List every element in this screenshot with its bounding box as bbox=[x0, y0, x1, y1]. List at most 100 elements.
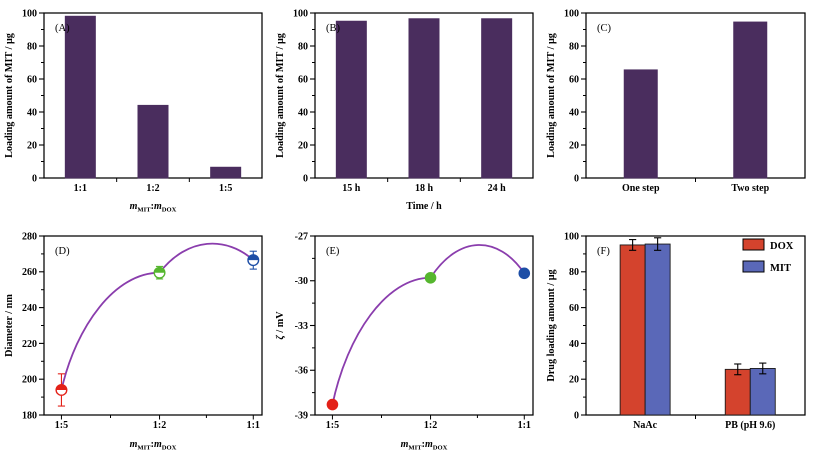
x-axis-label: Time / h bbox=[406, 201, 442, 212]
y-tick-label: 60 bbox=[569, 74, 579, 85]
legend-swatch-mit bbox=[742, 260, 765, 273]
bar-dox bbox=[619, 244, 646, 416]
x-tick-label: 1:1 bbox=[247, 420, 260, 431]
panel-a: 0 20 40 60 80 100 Loading amount of MIT / μg 1:… bbox=[0, 0, 271, 215]
data-point bbox=[55, 383, 68, 396]
x-tick-label: 24 h bbox=[488, 183, 507, 194]
x-tick-label: 1:5 bbox=[326, 420, 339, 431]
x-tick-label: 15 h bbox=[342, 183, 361, 194]
y-tick-label: 280 bbox=[22, 231, 37, 242]
y-tick-label: 80 bbox=[569, 41, 579, 52]
panel-f: 0 20 40 60 80 100 Drug loading amount / μg NaAc… bbox=[542, 215, 814, 453]
data-point bbox=[247, 254, 260, 267]
x-tick-label: 1:1 bbox=[518, 420, 531, 431]
y-tick-label: 80 bbox=[569, 267, 579, 278]
y-tick-label: 0 bbox=[32, 173, 37, 184]
y-tick-label: 80 bbox=[27, 41, 37, 52]
y-tick-label: 220 bbox=[22, 339, 37, 350]
panel-e: -39 -36 -33 -30 -27 ζ / mV 1:5 1:2 1:1 (E) mMIT:mD… bbox=[271, 215, 542, 453]
y-tick-label: 20 bbox=[27, 140, 37, 151]
plot-border bbox=[43, 235, 263, 416]
y-axis-label: Diameter / nm bbox=[4, 294, 15, 357]
error-bar bbox=[629, 239, 637, 251]
data-point bbox=[153, 266, 166, 279]
panel-tag: (A) bbox=[55, 23, 70, 34]
x-axis-label: mMIT:mDOX bbox=[130, 201, 177, 214]
y-tick-label: 80 bbox=[298, 41, 308, 52]
x-tick-label: 1:5 bbox=[55, 420, 68, 431]
y-axis-label: Loading amount of MIT / μg bbox=[4, 33, 15, 158]
y-tick-label: 240 bbox=[22, 303, 37, 314]
y-tick-label: 60 bbox=[298, 74, 308, 85]
panel-c-chart: 0 20 40 60 80 100 Loading amount of MIT / μg On… bbox=[546, 8, 806, 194]
y-axis-label: Loading amount of MIT / μg bbox=[546, 33, 557, 158]
panel-e-chart: -39 -36 -33 -30 -27 ζ / mV 1:5 1:2 1:1 (E) mMIT:mD… bbox=[275, 231, 534, 452]
y-tick-label: 100 bbox=[293, 8, 308, 19]
y-tick-label: 0 bbox=[574, 173, 579, 184]
error-bar bbox=[759, 362, 767, 375]
panel-tag: (E) bbox=[326, 246, 340, 257]
panel-d-chart: 180 200 220 240 260 280 Diameter / nm 1:5 1:2 1:1… bbox=[4, 231, 263, 452]
y-tick-label: -39 bbox=[295, 410, 308, 421]
panel-tag: (F) bbox=[597, 246, 610, 257]
bar bbox=[210, 166, 242, 179]
y-tick-label: -33 bbox=[295, 321, 308, 332]
panel-c: 0 20 40 60 80 100 Loading amount of MIT / μg On… bbox=[542, 0, 814, 215]
x-tick-label: 18 h bbox=[415, 183, 434, 194]
bar-mit bbox=[644, 243, 671, 416]
y-tick-label: -36 bbox=[295, 366, 308, 377]
y-tick-label: 20 bbox=[298, 140, 308, 151]
plot-border bbox=[314, 235, 534, 416]
legend-swatch-dox bbox=[742, 238, 765, 251]
data-point bbox=[424, 271, 437, 284]
error-bar bbox=[654, 237, 662, 251]
panel-tag: (B) bbox=[326, 23, 341, 34]
x-tick-label: Two step bbox=[731, 183, 769, 194]
y-tick-label: 60 bbox=[569, 303, 579, 314]
y-tick-label: 60 bbox=[27, 74, 37, 85]
fit-curve bbox=[60, 242, 255, 391]
bar bbox=[623, 69, 658, 179]
x-tick-label: 1:2 bbox=[146, 183, 159, 194]
y-tick-label: 100 bbox=[564, 231, 579, 242]
panel-tag: (D) bbox=[55, 246, 70, 257]
legend-label-dox: DOX bbox=[770, 241, 794, 252]
error-bar bbox=[734, 363, 742, 376]
data-point bbox=[518, 267, 531, 280]
panel-b-chart: 0 20 40 60 80 100 Loading amount of MIT / μg 15… bbox=[275, 8, 534, 212]
y-tick-label: 200 bbox=[22, 375, 37, 386]
y-tick-label: 40 bbox=[298, 107, 308, 118]
panel-a-chart: 0 20 40 60 80 100 Loading amount of MIT / μg 1:… bbox=[4, 8, 263, 214]
y-tick-label: 180 bbox=[22, 410, 37, 421]
y-tick-label: 40 bbox=[569, 107, 579, 118]
y-axis-label: ζ / mV bbox=[275, 311, 286, 340]
y-tick-label: -30 bbox=[295, 276, 308, 287]
y-axis-label: Loading amount of MIT / μg bbox=[275, 33, 286, 158]
y-tick-label: 20 bbox=[569, 140, 579, 151]
data-point bbox=[326, 398, 339, 411]
y-tick-label: 100 bbox=[22, 8, 37, 19]
y-tick-label: -27 bbox=[295, 231, 308, 242]
x-tick-label: 1:2 bbox=[424, 420, 437, 431]
y-tick-label: 40 bbox=[569, 339, 579, 350]
y-tick-label: 0 bbox=[574, 410, 579, 421]
bar bbox=[408, 18, 440, 179]
panel-f-chart: 0 20 40 60 80 100 Drug loading amount / μg NaAc… bbox=[546, 231, 806, 431]
panel-tag: (C) bbox=[597, 23, 612, 34]
bar bbox=[335, 20, 367, 179]
bar-dox bbox=[724, 368, 751, 416]
x-axis-label: mMIT:mDOX bbox=[401, 439, 448, 452]
bar-mit bbox=[749, 368, 776, 416]
panel-b: 0 20 40 60 80 100 Loading amount of MIT / μg 15… bbox=[271, 0, 542, 215]
x-tick-label: 1:1 bbox=[74, 183, 87, 194]
bar bbox=[481, 18, 513, 179]
bar bbox=[64, 15, 96, 179]
y-tick-label: 20 bbox=[569, 375, 579, 386]
x-tick-label: One step bbox=[622, 183, 660, 194]
legend-label-mit: MIT bbox=[770, 263, 791, 274]
x-tick-label: 1:2 bbox=[153, 420, 166, 431]
y-axis-label: Drug loading amount / μg bbox=[546, 269, 557, 381]
legend: DOX MIT bbox=[742, 238, 794, 274]
y-tick-label: 40 bbox=[27, 107, 37, 118]
